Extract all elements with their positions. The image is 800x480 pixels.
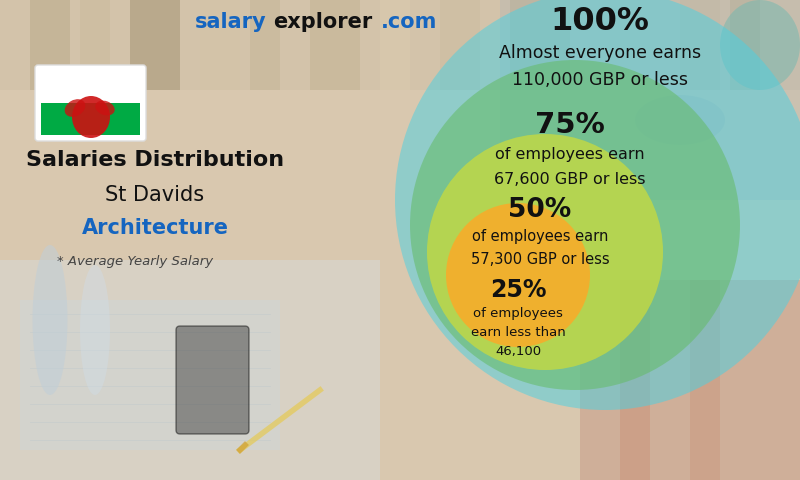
Circle shape [427, 134, 663, 370]
Ellipse shape [80, 265, 110, 395]
Text: 100%: 100% [550, 7, 650, 37]
Text: 25%: 25% [490, 278, 546, 302]
Text: * Average Yearly Salary: * Average Yearly Salary [57, 255, 213, 268]
Text: Architecture: Architecture [82, 218, 229, 238]
Bar [130, 0, 180, 90]
Ellipse shape [65, 99, 86, 117]
Bar [680, 0, 720, 90]
Bar [41, 71, 140, 103]
Ellipse shape [720, 0, 800, 90]
Text: 75%: 75% [535, 111, 605, 139]
Text: of employees: of employees [473, 307, 563, 320]
Bar [500, 0, 800, 200]
Ellipse shape [72, 96, 110, 138]
Bar [0, 260, 380, 480]
Ellipse shape [95, 101, 114, 115]
Bar [250, 0, 280, 90]
Text: 110,000 GBP or less: 110,000 GBP or less [512, 71, 688, 89]
Bar [200, 0, 240, 90]
Text: St Davids: St Davids [106, 185, 205, 205]
Text: earn less than: earn less than [470, 325, 566, 338]
Text: of employees earn: of employees earn [495, 147, 645, 163]
Bar [41, 103, 140, 135]
Bar [510, 0, 570, 90]
Bar [600, 0, 650, 90]
Bar [0, 0, 800, 90]
Circle shape [446, 203, 590, 347]
FancyBboxPatch shape [176, 326, 249, 434]
Bar [80, 0, 110, 90]
Bar [20, 300, 280, 450]
Text: 50%: 50% [508, 197, 572, 223]
Ellipse shape [33, 245, 67, 395]
Ellipse shape [635, 95, 725, 145]
Text: salary: salary [195, 12, 266, 32]
Text: of employees earn: of employees earn [472, 229, 608, 244]
Bar [30, 0, 70, 90]
Bar [730, 0, 760, 90]
Text: 57,300 GBP or less: 57,300 GBP or less [470, 252, 610, 267]
Text: 67,600 GBP or less: 67,600 GBP or less [494, 172, 646, 188]
FancyBboxPatch shape [35, 65, 146, 141]
Bar [620, 280, 650, 480]
Bar [440, 0, 480, 90]
Bar [310, 0, 360, 90]
Bar [380, 0, 410, 90]
Circle shape [395, 0, 800, 410]
Text: Salaries Distribution: Salaries Distribution [26, 150, 284, 170]
Circle shape [410, 60, 740, 390]
Text: Almost everyone earns: Almost everyone earns [499, 44, 701, 62]
Bar [690, 280, 720, 480]
Text: .com: .com [381, 12, 438, 32]
Bar [580, 280, 800, 480]
Text: 46,100: 46,100 [495, 345, 541, 358]
Text: explorer: explorer [273, 12, 372, 32]
